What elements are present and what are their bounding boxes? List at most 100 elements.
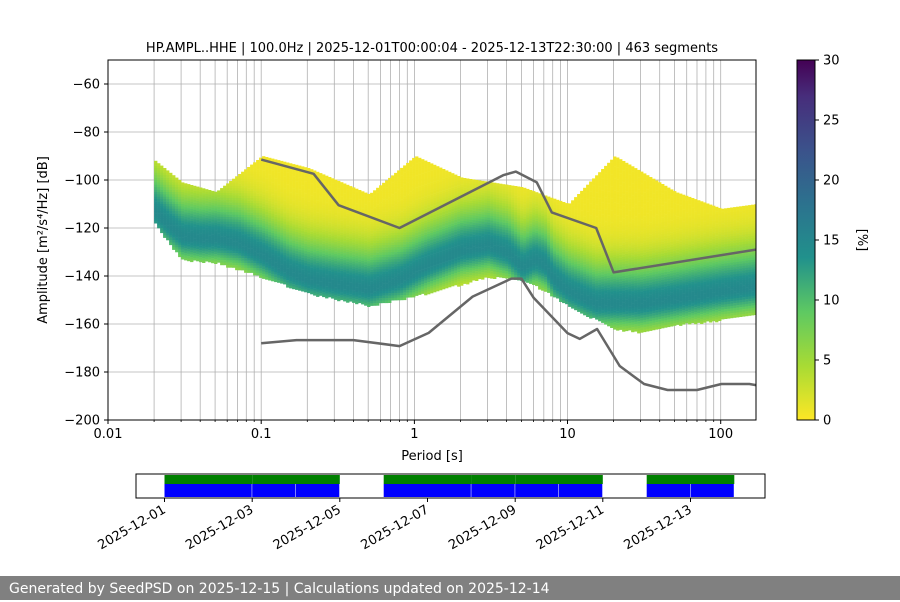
density-cell (469, 244, 472, 247)
density-cell (388, 296, 391, 299)
density-cell (163, 211, 166, 214)
density-cell (256, 196, 259, 199)
density-cell (382, 185, 385, 188)
density-cell (307, 290, 310, 293)
density-cell (289, 199, 292, 202)
density-cell (397, 206, 400, 209)
density-cell (466, 212, 469, 215)
density-cell (313, 216, 316, 219)
density-cell (364, 279, 367, 282)
density-cell (412, 266, 415, 269)
density-cell (403, 271, 406, 274)
density-cell (388, 216, 391, 219)
density-cell (208, 255, 211, 258)
density-cell (307, 245, 310, 248)
density-cell (361, 266, 364, 269)
density-cell (472, 206, 475, 209)
density-cell (376, 277, 379, 280)
density-cell (463, 279, 466, 282)
density-cell (352, 259, 355, 262)
density-cell (421, 190, 424, 193)
density-cell (364, 296, 367, 299)
density-cell (334, 273, 337, 276)
density-cell (310, 265, 313, 268)
density-cell (220, 248, 223, 251)
density-cell (364, 231, 367, 234)
density-cell (316, 193, 319, 196)
density-cell (292, 270, 295, 273)
density-cell (427, 253, 430, 256)
density-cell (241, 241, 244, 244)
density-cell (412, 292, 415, 295)
density-cell (439, 199, 442, 202)
density-cell (181, 250, 184, 253)
density-cell (475, 262, 478, 265)
density-cell (253, 232, 256, 235)
density-cell (472, 232, 475, 235)
density-cell (229, 243, 232, 246)
density-cell (232, 205, 235, 208)
density-cell (262, 156, 265, 159)
density-cell (346, 190, 349, 193)
density-cell (385, 291, 388, 294)
density-cell (241, 268, 244, 271)
density-cell (334, 230, 337, 233)
density-cell (169, 173, 172, 176)
density-cell (355, 237, 358, 240)
density-cell (409, 290, 412, 293)
density-cell (262, 259, 265, 262)
density-cell (238, 265, 241, 268)
density-cell (274, 224, 277, 227)
density-cell (211, 193, 214, 196)
density-cell (373, 246, 376, 249)
density-cell (427, 172, 430, 175)
density-cell (448, 249, 451, 252)
density-cell (415, 156, 418, 159)
density-cell (235, 184, 238, 187)
density-cell (475, 202, 478, 205)
density-cell (268, 266, 271, 269)
density-cell (340, 259, 343, 262)
density-cell (469, 184, 472, 187)
density-cell (334, 220, 337, 223)
density-cell (322, 261, 325, 264)
density-cell (403, 206, 406, 209)
density-cell (436, 241, 439, 244)
density-cell (400, 168, 403, 171)
density-cell (421, 222, 424, 225)
density-cell (250, 256, 253, 259)
density-cell (358, 243, 361, 246)
density-cell (355, 234, 358, 237)
density-cell (316, 249, 319, 252)
density-cell (448, 189, 451, 192)
density-cell (187, 194, 190, 197)
density-cell (313, 250, 316, 253)
density-cell (364, 291, 367, 294)
density-cell (397, 175, 400, 178)
density-cell (271, 252, 274, 255)
density-cell (187, 251, 190, 254)
density-cell (346, 233, 349, 236)
density-cell (343, 232, 346, 235)
density-cell (394, 211, 397, 214)
density-cell (427, 287, 430, 290)
density-cell (178, 235, 181, 238)
density-cell (304, 287, 307, 290)
density-cell (226, 253, 229, 256)
density-cell (289, 235, 292, 238)
density-cell (412, 187, 415, 190)
density-cell (283, 277, 286, 280)
density-cell (400, 283, 403, 286)
density-cell (283, 270, 286, 273)
density-cell (472, 278, 475, 281)
density-cell (337, 279, 340, 282)
density-cell (370, 255, 373, 258)
density-cell (304, 196, 307, 199)
density-cell (418, 211, 421, 214)
density-cell (319, 224, 322, 227)
density-cell (166, 230, 169, 233)
density-cell (382, 264, 385, 267)
density-cell (337, 198, 340, 201)
density-cell (412, 237, 415, 240)
density-cell (271, 178, 274, 181)
